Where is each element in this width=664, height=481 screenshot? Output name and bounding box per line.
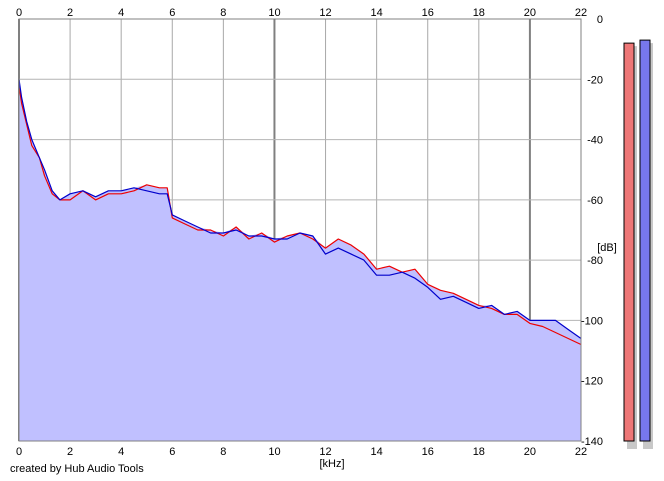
x-tick-label-top: 10 — [268, 7, 280, 19]
right-level-meter — [639, 39, 651, 442]
plot-frame — [18, 18, 582, 442]
spectrum-fill — [19, 79, 581, 442]
x-tick-label-bottom: 10 — [268, 446, 280, 458]
blue-series-line — [18, 79, 582, 339]
x-tick-label-bottom: 2 — [67, 446, 73, 458]
x-tick-label-top: 18 — [473, 7, 485, 19]
y-tick-label: -80 — [587, 255, 603, 267]
x-tick-label-bottom: 12 — [319, 446, 331, 458]
x-tick-label-bottom: 16 — [422, 446, 434, 458]
x-tick-label-bottom: 20 — [524, 446, 536, 458]
x-axis-unit-label: [kHz] — [319, 458, 344, 470]
x-axis-top: 0 2 4 6 8 10 12 14 16 18 20 22 — [16, 7, 587, 19]
y-tick-label: -20 — [587, 74, 603, 86]
x-tick-label-bottom: 4 — [118, 446, 124, 458]
x-tick-label-top: 22 — [575, 7, 587, 19]
x-tick-label-top: 16 — [422, 7, 434, 19]
spectrum-area — [19, 79, 581, 442]
y-tick-label: -100 — [581, 315, 603, 327]
x-tick-label-top: 2 — [67, 7, 73, 19]
y-tick-label: 0 — [597, 14, 603, 26]
x-tick-label-bottom: 22 — [575, 446, 587, 458]
y-tick-label: -40 — [587, 135, 603, 147]
y-tick-label: -140 — [581, 436, 603, 448]
x-tick-label-top: 0 — [16, 7, 22, 19]
y-axis-right: 0 -20 -40 -60 -80 -100 -120 -140 — [581, 14, 603, 448]
plot-border — [18, 18, 582, 442]
x-tick-label-top: 6 — [169, 7, 175, 19]
x-tick-label-top: 14 — [371, 7, 383, 19]
y-tick-label: -120 — [581, 376, 603, 388]
x-tick-label-bottom: 8 — [220, 446, 226, 458]
x-axis-bottom: 0 2 4 6 8 10 12 14 16 18 20 22 — [16, 446, 587, 458]
y-tick-label: -60 — [587, 195, 603, 207]
x-tick-label-bottom: 6 — [169, 446, 175, 458]
x-tick-label-top: 20 — [524, 7, 536, 19]
x-tick-label-bottom: 0 — [16, 446, 22, 458]
x-tick-label-top: 12 — [319, 7, 331, 19]
x-tick-label-top: 4 — [118, 7, 124, 19]
y-axis-unit-label: [dB] — [597, 242, 617, 254]
x-tick-label-top: 8 — [220, 7, 226, 19]
x-tick-label-bottom: 14 — [371, 446, 383, 458]
credit-text: created by Hub Audio Tools — [10, 463, 144, 475]
left-level-meter — [623, 42, 635, 442]
series-layer — [18, 79, 582, 346]
level-meters — [623, 39, 653, 449]
x-tick-label-bottom: 18 — [473, 446, 485, 458]
